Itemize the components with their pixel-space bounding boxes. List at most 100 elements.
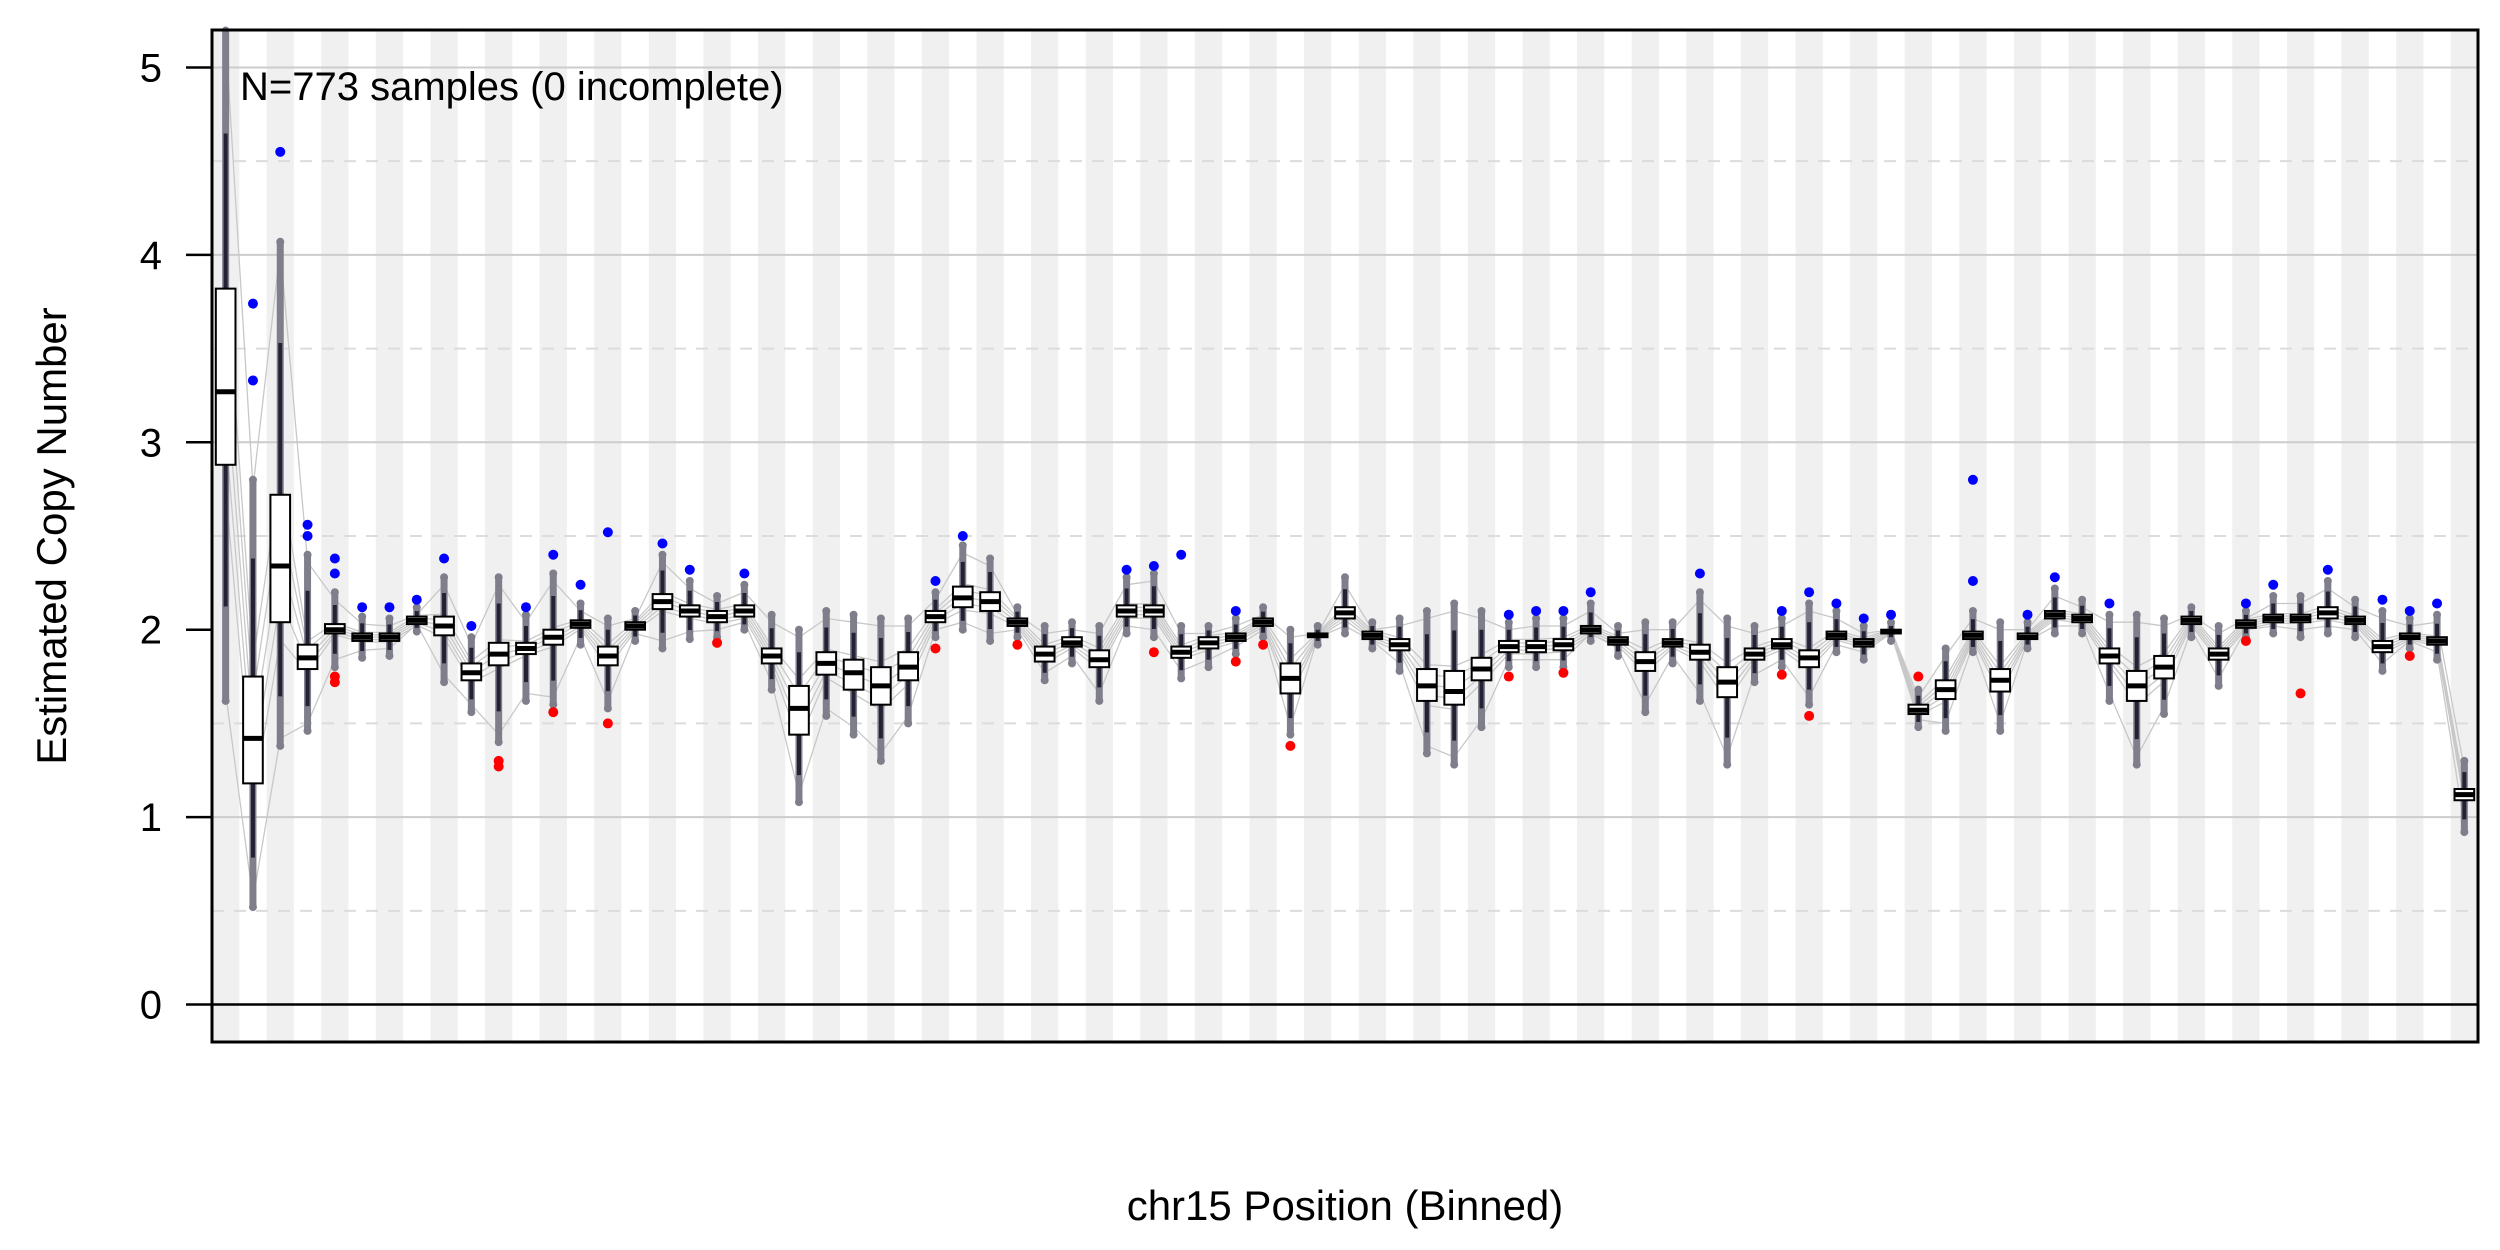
sample-point [1532, 614, 1541, 623]
iqr-box [269, 493, 292, 624]
bin-box [870, 614, 892, 765]
sample-point [1559, 614, 1568, 623]
sample-point [1095, 696, 1104, 705]
sample-point [1723, 760, 1732, 769]
bin-box [2426, 598, 2448, 664]
sample-point [767, 685, 776, 694]
sample-point [1095, 621, 1104, 630]
sample-point [385, 614, 394, 623]
bin-box [760, 610, 783, 694]
sample-point [1395, 614, 1404, 623]
high-outlier [2404, 605, 2415, 616]
sample-point [1832, 606, 1841, 615]
high-outlier [1558, 605, 1569, 616]
sample-point [1067, 659, 1076, 668]
sample-point [248, 903, 257, 912]
bin-box [1224, 605, 1247, 667]
y-axis: 0 1 2 3 4 5 [140, 46, 212, 1028]
bin-box [842, 610, 865, 739]
high-outlier [1831, 598, 1842, 609]
bin-box [706, 591, 728, 648]
sample-point [2187, 633, 2196, 642]
iqr-box [1443, 669, 1466, 706]
high-outlier [739, 568, 750, 579]
bin-box [1825, 598, 1848, 657]
high-outlier [1121, 564, 1132, 575]
bin-box [2044, 572, 2066, 638]
high-outlier [2240, 598, 2251, 609]
bin-box [2371, 594, 2394, 675]
low-outlier [1503, 671, 1514, 682]
sample-point [2433, 610, 2442, 619]
sample-point [2296, 591, 2305, 600]
sample-point [494, 738, 503, 747]
high-outlier [1886, 609, 1897, 620]
sample-point [2378, 666, 2387, 675]
sample-point [1914, 685, 1923, 694]
sample-point [2460, 828, 2469, 837]
high-outlier [548, 549, 559, 560]
bin-box [542, 549, 565, 718]
bin-box [460, 620, 483, 717]
bin-box [487, 573, 510, 772]
bin-box [2289, 591, 2312, 699]
sample-point [603, 704, 612, 713]
high-outlier [684, 564, 695, 575]
sample-point [1040, 621, 1049, 630]
sample-point [221, 696, 230, 705]
sample-point [986, 554, 995, 563]
y-tick-label: 0 [140, 984, 162, 1028]
high-outlier [2268, 579, 2279, 590]
sample-point [1723, 614, 1732, 623]
low-outlier [1258, 639, 1269, 650]
bin-box [1306, 621, 1329, 649]
sample-point [2132, 760, 2141, 769]
sample-point [2460, 756, 2469, 765]
sample-point [1887, 618, 1896, 627]
sample-point [603, 614, 612, 623]
sample-point [467, 708, 476, 717]
low-outlier [2240, 635, 2251, 646]
high-outlier [2432, 598, 2443, 609]
sample-point [2078, 629, 2087, 638]
high-outlier [275, 146, 286, 157]
high-outlier [247, 298, 258, 309]
sample-point [1313, 621, 1322, 630]
high-outlier [1531, 605, 1542, 616]
bin-box [1689, 568, 1711, 705]
sample-point [1914, 723, 1923, 732]
bin-box [515, 602, 537, 705]
low-outlier [712, 637, 723, 648]
high-outlier [1148, 560, 1159, 571]
sample-point [958, 625, 967, 634]
sample-point [1941, 726, 1950, 735]
high-outlier [602, 527, 613, 538]
boxplots [214, 26, 2476, 912]
sample-point [412, 603, 421, 612]
sample-point [385, 651, 394, 660]
sample-point [1341, 629, 1349, 638]
y-axis-label: Estimated Copy Number [28, 307, 75, 765]
bin-box [2180, 603, 2203, 642]
high-outlier [329, 568, 340, 579]
bin-box [1006, 603, 1029, 650]
sample-point [2323, 576, 2332, 585]
low-outlier [1230, 656, 1241, 667]
sample-point [2269, 629, 2278, 638]
high-outlier [411, 594, 422, 605]
sample-point [1668, 618, 1677, 627]
sample-point [1204, 663, 1213, 672]
sample-point [1177, 621, 1186, 630]
sample-point [2160, 710, 2169, 719]
bin-box [678, 564, 701, 644]
sample-point [521, 696, 530, 705]
sample-point [276, 741, 285, 750]
sample-point [1504, 618, 1513, 627]
bin-box [2317, 564, 2339, 638]
high-outlier [657, 538, 668, 549]
sample-point [986, 636, 995, 645]
sample-point [248, 475, 257, 484]
low-outlier [2404, 650, 2415, 661]
bin-box [1416, 606, 1438, 758]
